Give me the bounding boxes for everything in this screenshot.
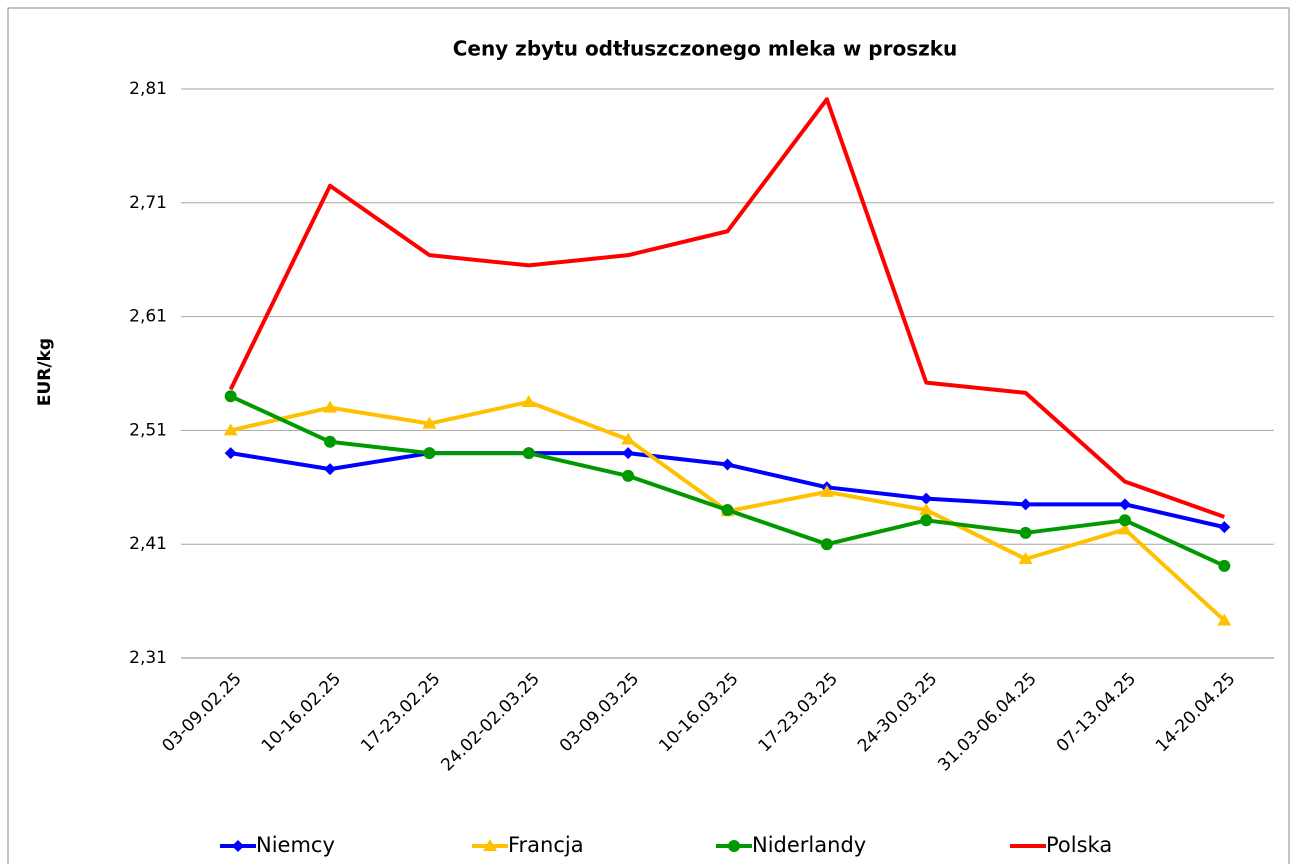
- legend-label: Niderlandy: [752, 833, 866, 857]
- chart-frame: [7, 7, 1290, 864]
- marker: [1117, 522, 1132, 535]
- marker: [1118, 498, 1131, 511]
- marker: [622, 469, 635, 482]
- marker: [223, 423, 238, 436]
- legend-label: Francja: [508, 833, 584, 857]
- marker: [820, 538, 833, 551]
- marker: [920, 492, 933, 505]
- legend-label: Polska: [1046, 833, 1112, 857]
- marker: [224, 447, 237, 460]
- marker: [1019, 498, 1032, 511]
- marker: [721, 504, 734, 517]
- marker: [232, 840, 244, 852]
- marker: [919, 503, 934, 516]
- marker: [622, 447, 635, 460]
- y-tick-label: 2,41: [129, 534, 167, 554]
- marker: [1019, 526, 1032, 539]
- marker: [1018, 551, 1033, 564]
- y-axis-label: EUR/kg: [35, 338, 55, 406]
- marker: [521, 394, 536, 407]
- y-tick-label: 2,61: [129, 307, 167, 327]
- marker: [1118, 514, 1131, 527]
- marker: [324, 463, 337, 476]
- series-line: [228, 97, 1225, 519]
- y-tick-label: 2,51: [129, 420, 167, 440]
- marker: [323, 400, 338, 413]
- marker: [721, 458, 734, 471]
- marker: [728, 840, 740, 852]
- marker: [483, 839, 497, 851]
- marker: [621, 432, 636, 445]
- marker: [324, 435, 337, 448]
- y-tick-label: 2,81: [129, 79, 167, 99]
- chart-title: Ceny zbytu odtłuszczonego mleka w proszk…: [453, 37, 958, 61]
- legend-label: Niemcy: [256, 833, 335, 857]
- marker: [1217, 613, 1232, 626]
- marker: [1218, 559, 1231, 572]
- marker: [1218, 521, 1231, 534]
- marker: [522, 447, 535, 460]
- marker: [920, 514, 933, 527]
- marker: [224, 390, 237, 403]
- y-tick-label: 2,31: [129, 648, 167, 668]
- marker: [819, 484, 834, 497]
- y-tick-label: 2,71: [129, 193, 167, 213]
- marker: [423, 447, 436, 460]
- marker: [422, 416, 437, 429]
